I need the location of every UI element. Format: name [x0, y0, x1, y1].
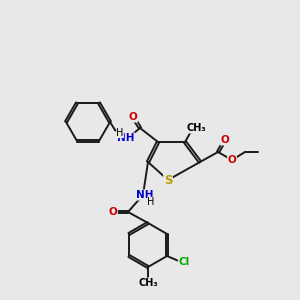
- Text: H: H: [116, 128, 124, 138]
- Text: H: H: [147, 197, 155, 207]
- Text: Cl: Cl: [178, 257, 190, 267]
- Text: O: O: [220, 135, 230, 145]
- Text: NH: NH: [136, 190, 154, 200]
- Text: O: O: [109, 207, 117, 217]
- Text: O: O: [228, 155, 236, 165]
- Text: CH₃: CH₃: [138, 278, 158, 288]
- Text: NH: NH: [117, 133, 135, 143]
- Text: O: O: [129, 112, 137, 122]
- Text: CH₃: CH₃: [186, 123, 206, 133]
- Text: S: S: [164, 173, 172, 187]
